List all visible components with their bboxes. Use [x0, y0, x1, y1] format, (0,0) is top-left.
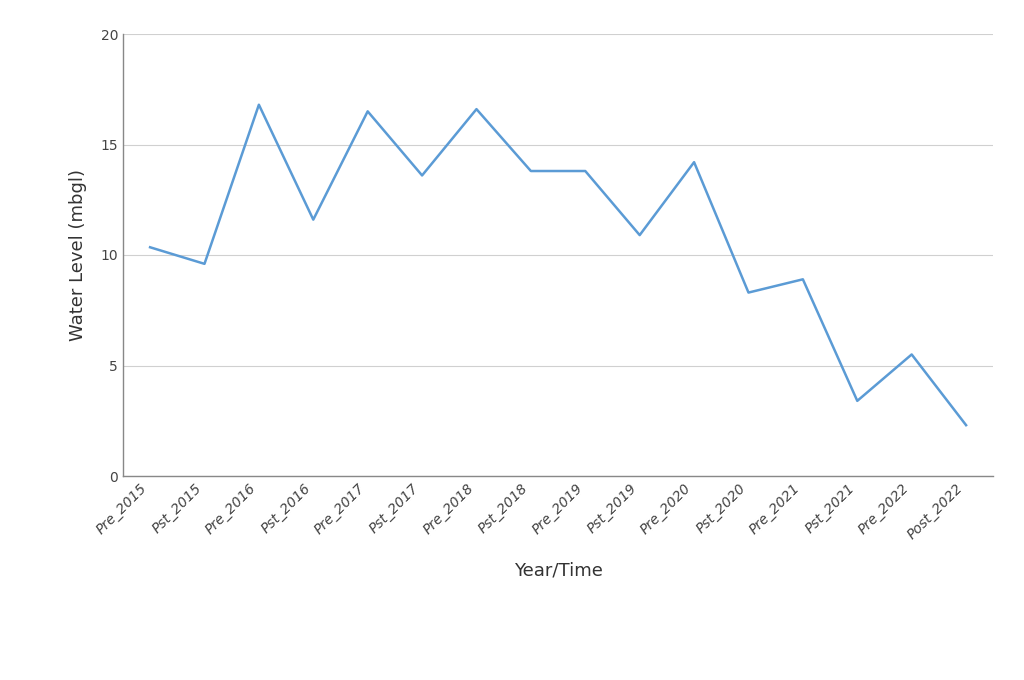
X-axis label: Year/Time: Year/Time — [514, 561, 602, 579]
Y-axis label: Water Level (mbgl): Water Level (mbgl) — [69, 169, 86, 341]
